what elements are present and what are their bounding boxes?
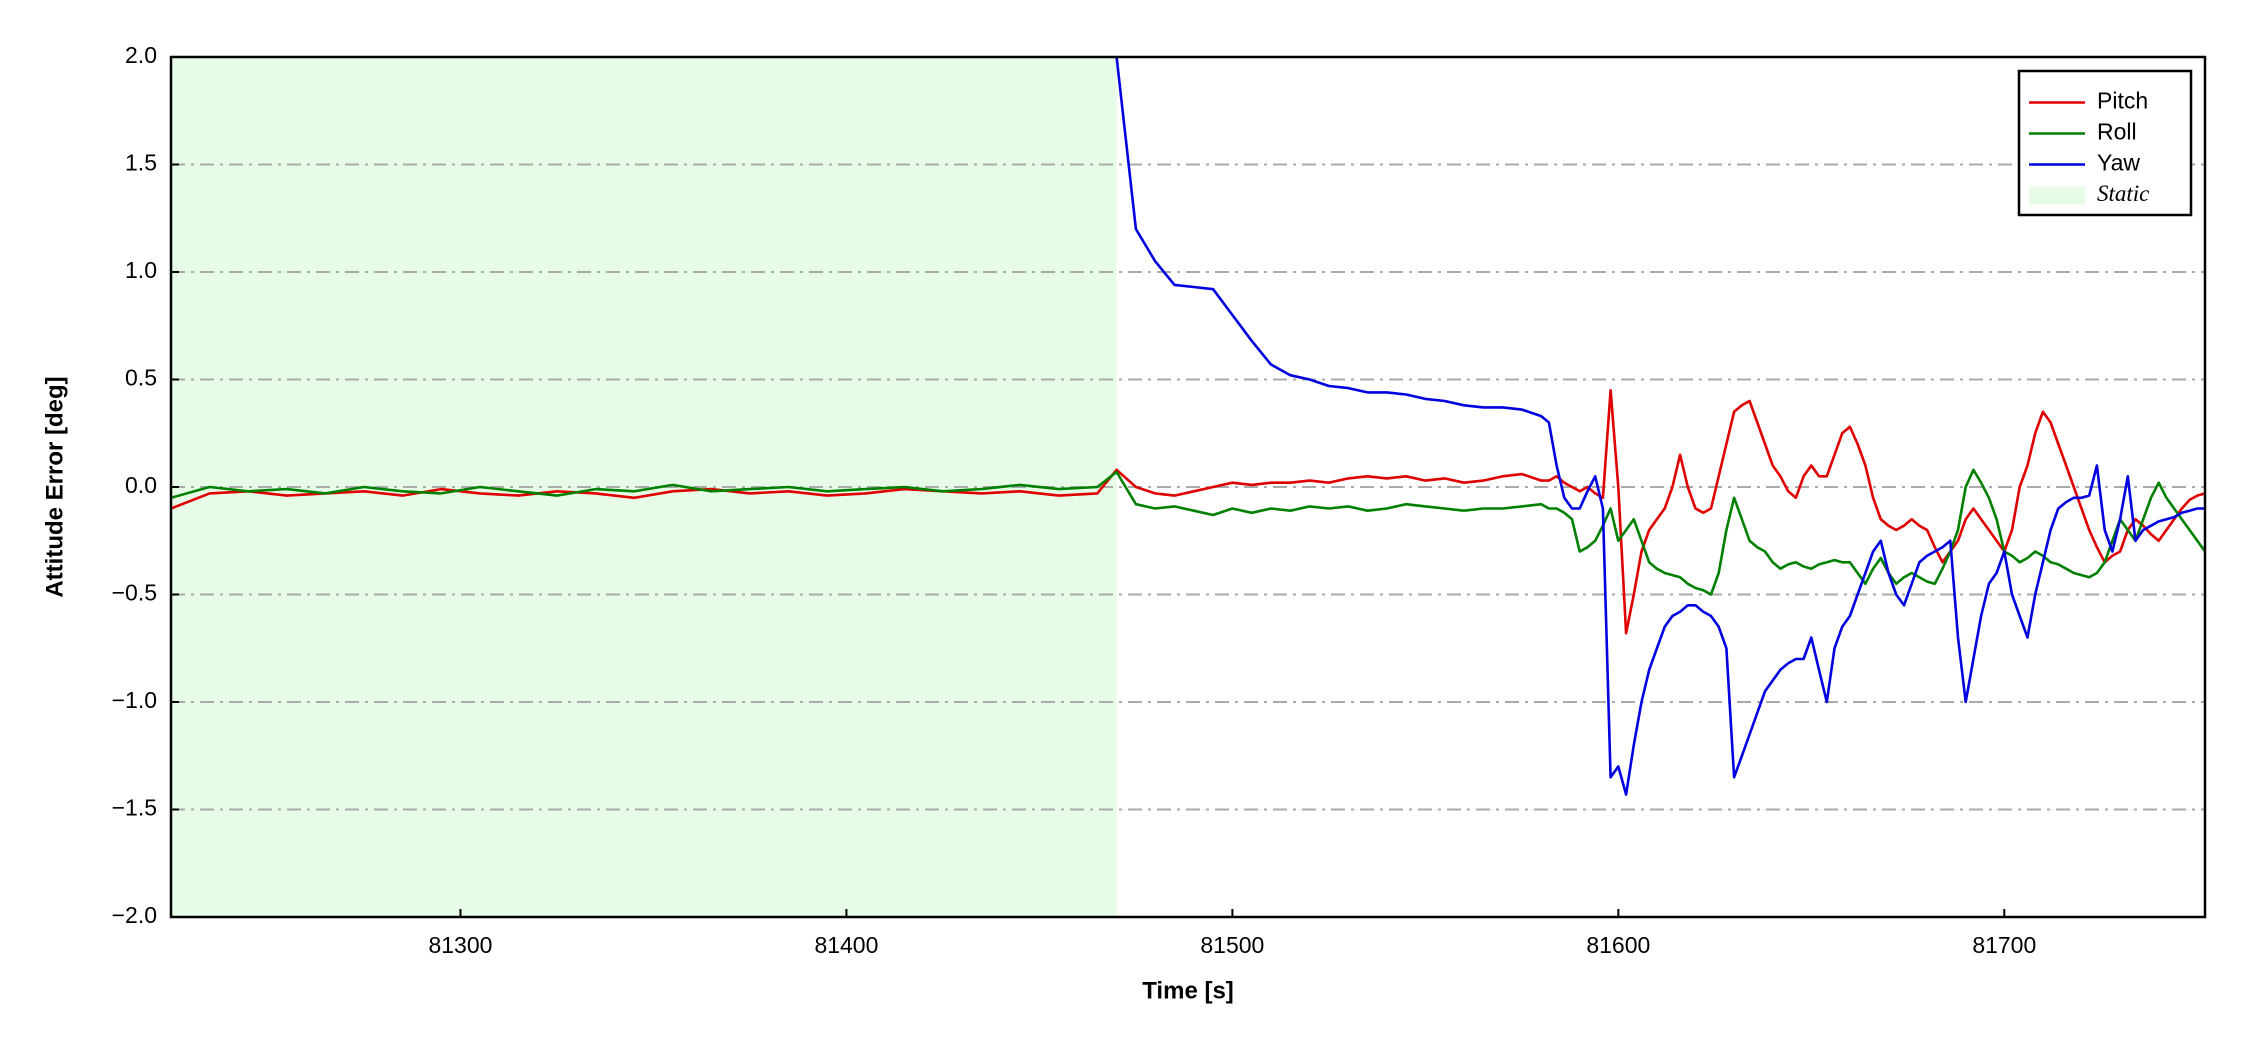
x-axis-label: Time [s] (1142, 977, 1234, 1004)
axes: −2.0 −1.5 −1.0 −0.5 0.0 0.5 1.0 1.5 2.0 81300 8140… (112, 42, 2037, 958)
series-line (171, 468, 2205, 596)
y-tick-label: −0.5 (112, 580, 157, 606)
x-tick-label: 81500 (1200, 932, 1264, 958)
legend-label: Pitch (2097, 88, 2148, 114)
legend-swatch (2029, 186, 2085, 205)
legend-label: Yaw (2097, 150, 2140, 176)
x-tick-label: 81700 (1972, 932, 2036, 958)
series-line (171, 389, 2205, 635)
y-tick-label: −1.0 (112, 687, 157, 713)
y-axis-label: Attitude Error [deg] (41, 376, 68, 597)
y-tick-label: 0.0 (125, 472, 157, 498)
x-tick-label: 81400 (814, 932, 878, 958)
legend-label: Static (2097, 181, 2149, 206)
legend-label: Roll (2097, 119, 2137, 145)
y-tick-label: 2.0 (125, 42, 157, 68)
series-line (1115, 57, 2205, 796)
legend: Pitch Roll Yaw Static (2017, 69, 2193, 217)
x-tick-label: 81300 (428, 932, 492, 958)
y-tick-label: 0.5 (125, 365, 157, 391)
x-tick-label: 81600 (1586, 932, 1650, 958)
y-tick-label: −1.5 (112, 795, 157, 821)
y-tick-label: 1.5 (125, 150, 157, 176)
y-tick-label: 1.0 (125, 257, 157, 283)
lines (171, 57, 2205, 796)
y-tick-label: −2.0 (112, 902, 157, 928)
